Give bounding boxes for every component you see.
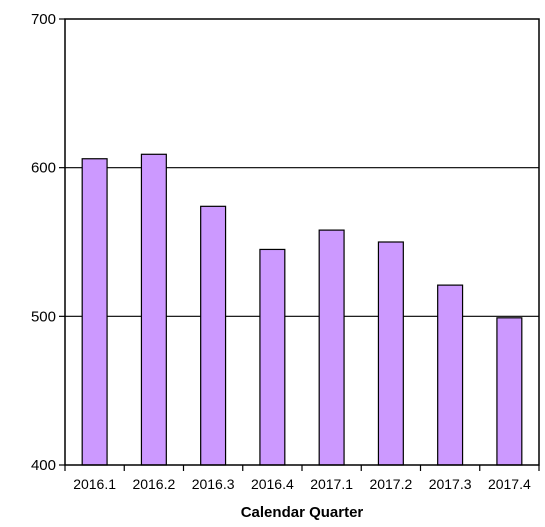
x-tick-label: 2016.1 bbox=[73, 476, 116, 492]
y-tick-label: 600 bbox=[31, 160, 56, 177]
bar-2016.1 bbox=[81, 158, 108, 466]
plot-frame bbox=[64, 18, 540, 466]
bar-2017.4 bbox=[496, 317, 523, 466]
bar-2016.2 bbox=[140, 153, 167, 466]
x-tick-label: 2017.2 bbox=[369, 476, 412, 492]
x-tick-label: 2016.2 bbox=[132, 476, 175, 492]
gridlines bbox=[65, 167, 539, 317]
x-tick-label: 2017.3 bbox=[429, 476, 472, 492]
x-tick-label: 2016.3 bbox=[192, 476, 235, 492]
bar-2016.4 bbox=[259, 248, 286, 466]
x-tick-label: 2016.4 bbox=[251, 476, 294, 492]
bars bbox=[81, 153, 523, 466]
bar-2017.1 bbox=[318, 229, 345, 466]
y-tick-label: 400 bbox=[31, 457, 56, 474]
bar-2016.3 bbox=[200, 205, 227, 466]
bar-2017.3 bbox=[437, 284, 464, 466]
bar-2017.2 bbox=[377, 241, 404, 466]
y-tick-label: 500 bbox=[31, 308, 56, 325]
x-axis-ticks: 2016.1 2016.2 2016.3 2016.4 2017.1 2017.2 2017… bbox=[64, 465, 540, 492]
y-tick-label: 700 bbox=[31, 11, 56, 28]
y-axis-ticks: 400 500 600 700 bbox=[31, 11, 65, 474]
x-tick-label: 2017.4 bbox=[488, 476, 531, 492]
x-axis-title: Calendar Quarter bbox=[241, 504, 364, 521]
x-tick-label: 2017.1 bbox=[310, 476, 353, 492]
